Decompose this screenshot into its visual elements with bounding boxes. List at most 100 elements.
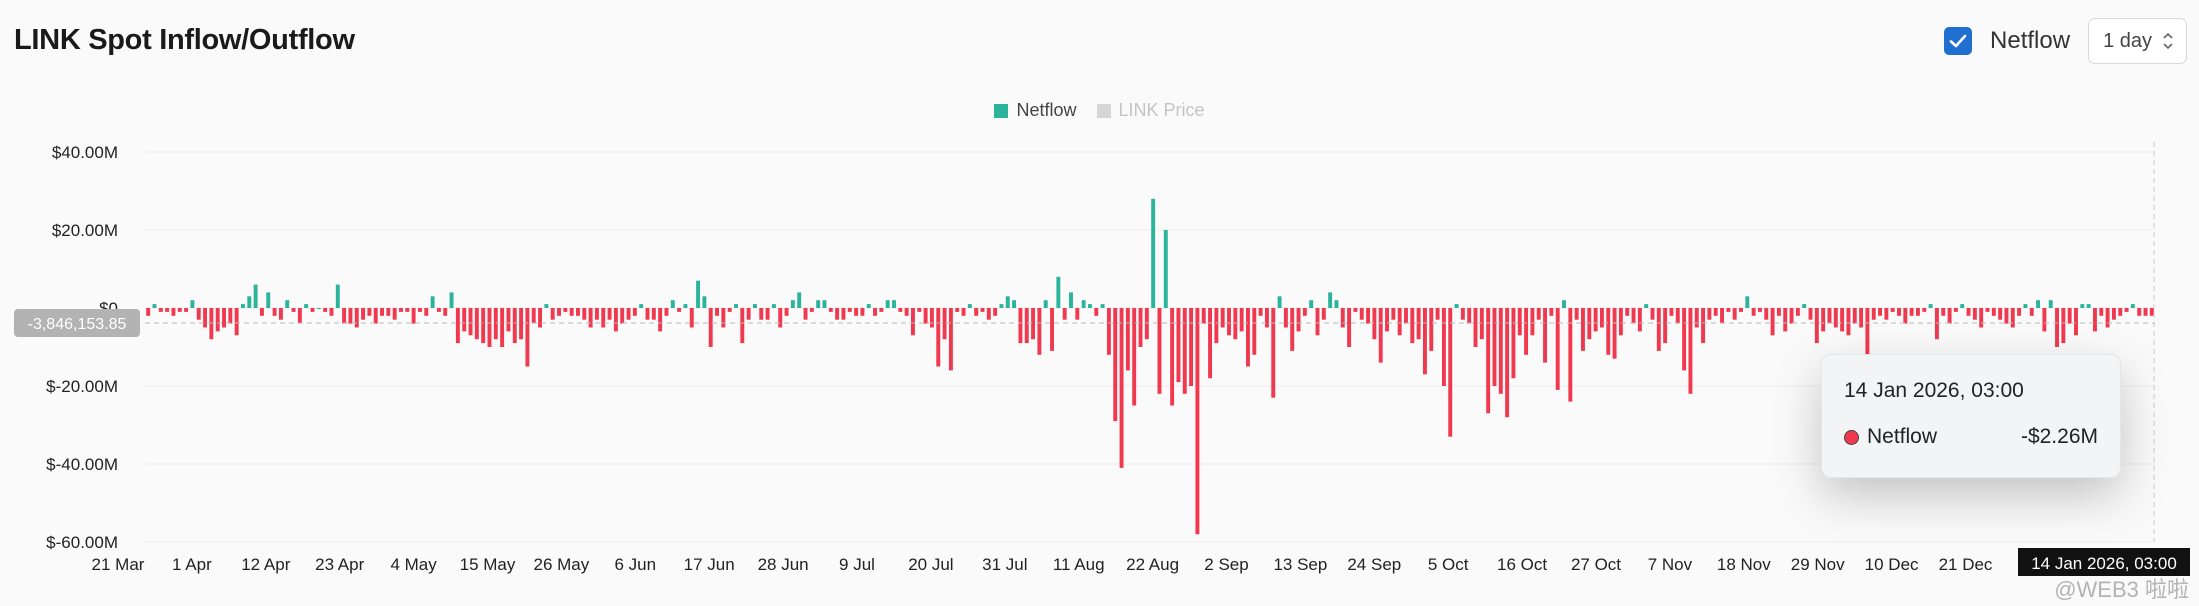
netflow-bar: [203, 308, 208, 328]
interval-select[interactable]: 1 day: [2088, 18, 2187, 64]
netflow-bar: [613, 308, 618, 332]
netflow-bar: [1549, 308, 1554, 316]
netflow-bar: [1479, 308, 1484, 340]
netflow-bar: [500, 308, 505, 347]
netflow-bar: [1100, 304, 1105, 308]
netflow-checkbox-label[interactable]: Netflow: [1990, 27, 2071, 54]
netflow-bar: [1441, 308, 1446, 386]
netflow-bar: [209, 308, 214, 340]
netflow-bar: [2080, 304, 2085, 308]
netflow-bar: [247, 296, 252, 308]
netflow-bar: [1214, 308, 1219, 344]
netflow-bar: [1315, 308, 1320, 336]
x-tick-label: 28 Jun: [758, 555, 809, 574]
netflow-bar: [740, 308, 745, 344]
netflow-bar: [538, 308, 543, 328]
netflow-bar: [1922, 308, 1927, 312]
tooltip-value: -$2.26M: [2020, 425, 2098, 448]
netflow-bar: [519, 308, 524, 340]
netflow-bar: [354, 308, 359, 328]
netflow-bar: [835, 308, 840, 320]
netflow-bar: [2004, 308, 2009, 324]
netflow-bar: [2010, 308, 2015, 328]
x-tick-label: 11 Aug: [1053, 555, 1105, 574]
netflow-bar: [1985, 308, 1990, 312]
netflow-bar: [1618, 308, 1623, 336]
netflow-bar: [304, 304, 309, 308]
netflow-bar: [892, 300, 896, 308]
netflow-bar: [1625, 308, 1630, 316]
netflow-bar: [607, 308, 612, 320]
netflow-bar: [1543, 308, 1548, 363]
netflow-bar: [171, 308, 176, 316]
x-tick-label: 29 Nov: [1791, 555, 1845, 574]
legend-swatch-link-price: [1096, 103, 1111, 118]
netflow-bar: [348, 308, 353, 324]
netflow-bar: [1644, 304, 1649, 308]
x-tick-label: 4 May: [390, 555, 437, 574]
netflow-bar: [1827, 308, 1832, 324]
netflow-bar: [158, 308, 163, 312]
netflow-bar: [1764, 308, 1769, 320]
netflow-checkbox[interactable]: [1944, 27, 1973, 55]
x-tick-label: 23 Apr: [315, 555, 364, 574]
netflow-bar: [443, 308, 448, 316]
netflow-bar: [449, 292, 454, 308]
netflow-bar: [152, 304, 157, 308]
legend-item-netflow[interactable]: Netflow: [994, 100, 1077, 121]
netflow-bar: [165, 308, 170, 312]
netflow-bar: [1119, 308, 1124, 468]
netflow-bar: [550, 308, 555, 320]
netflow-bar: [1043, 300, 1048, 308]
netflow-bar: [1227, 308, 1231, 336]
netflow-bar: [689, 308, 694, 328]
netflow-bar: [1998, 308, 2003, 320]
netflow-bar: [1448, 308, 1453, 437]
netflow-bar: [1397, 308, 1402, 336]
netflow-bar: [1233, 308, 1238, 340]
checkmark-icon: [1949, 34, 1967, 48]
netflow-bar: [1656, 308, 1661, 351]
y-grid: [145, 151, 2155, 543]
netflow-bar: [2124, 308, 2129, 312]
netflow-bar: [1555, 308, 1560, 390]
netflow-bar: [184, 308, 189, 312]
x-tick-label: 5 Oct: [1428, 555, 1469, 574]
netflow-bar: [329, 308, 334, 316]
netflow-bar: [632, 308, 637, 316]
netflow-bar: [1271, 308, 1276, 398]
netflow-bar: [272, 308, 277, 316]
netflow-bar: [222, 308, 226, 328]
netflow-bar: [474, 308, 479, 340]
netflow-bar: [1473, 308, 1478, 347]
x-tick-label: 10 Dec: [1865, 555, 1919, 574]
x-tick-label: 16 Oct: [1497, 555, 1547, 574]
netflow-bar: [563, 308, 568, 312]
netflow-bar: [2086, 304, 2091, 308]
netflow-bar: [993, 308, 998, 316]
netflow-bar: [1739, 308, 1743, 312]
netflow-bar: [936, 308, 941, 367]
netflow-bar: [816, 300, 821, 308]
netflow-bar: [639, 304, 644, 308]
interval-select-value: 1 day: [2103, 29, 2152, 52]
x-tick-label: 18 Nov: [1717, 555, 1771, 574]
x-tick-label: 17 Jun: [684, 555, 735, 574]
netflow-bar: [2143, 308, 2148, 316]
netflow-bar: [1144, 308, 1149, 340]
netflow-bar: [847, 308, 852, 312]
legend-item-link-price[interactable]: LINK Price: [1096, 100, 1205, 121]
netflow-bar: [752, 304, 757, 308]
netflow-bar: [1726, 308, 1731, 312]
netflow-bar: [911, 308, 915, 336]
netflow-bar: [1852, 308, 1857, 324]
netflow-bar: [1416, 308, 1421, 340]
netflow-bar: [1467, 308, 1472, 324]
netflow-bar: [771, 304, 776, 308]
netflow-bar: [1934, 308, 1939, 340]
netflow-bar: [601, 308, 606, 328]
netflow-bar: [1694, 308, 1699, 328]
netflow-bar: [1106, 308, 1111, 355]
netflow-bar: [1410, 308, 1415, 344]
netflow-bar: [2042, 308, 2047, 332]
